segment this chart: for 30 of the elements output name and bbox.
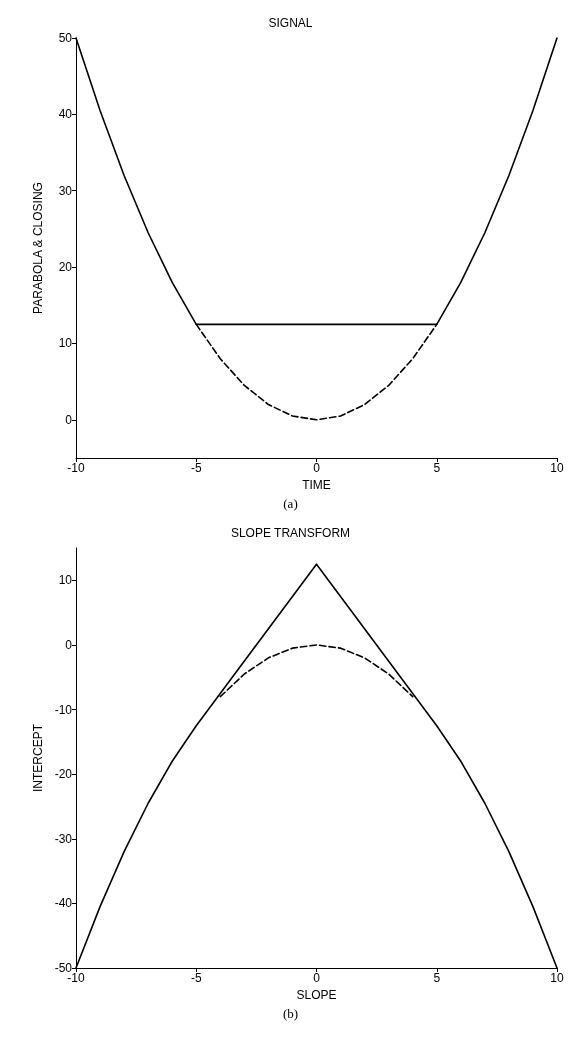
y-axis-title: INTERCEPT [30,723,45,793]
x-tick-label: 10 [550,461,564,475]
y-tick-label: -30 [54,831,73,846]
text: (b) [282,1006,299,1021]
y-tick-label: 0 [65,637,73,652]
y-axis-title: PARABOLA & CLOSING [31,182,45,314]
y-tick-label: -50 [54,961,73,975]
line-series [219,644,414,698]
y-tick-label: 20 [58,260,73,275]
y-tick-label: 10 [58,573,73,588]
y-tick-label: 30 [58,183,73,198]
x-tick-label: -5 [190,971,202,985]
x-tick-label: -5 [190,461,202,475]
x-tick-label: 0 [313,461,321,475]
y-tick-label: 50 [58,31,73,45]
y-tick-label: -20 [54,767,73,782]
x-tick-label: 10 [550,971,564,985]
x-tick-label: 5 [433,461,441,475]
text: (a) [283,496,298,511]
y-tick-label: 0 [65,412,73,427]
y-tick-label: 10 [58,336,73,351]
x-axis-title: SLOPE [296,987,337,1002]
chart-title: SLOPE TRANSFORM [230,526,351,540]
y-tick-label: 40 [58,107,73,122]
x-tick-label: 5 [433,971,441,985]
y-tick-label: -40 [54,896,73,911]
x-tick-label: 0 [313,971,321,985]
x-axis-title: TIME [302,477,331,492]
chart-title: SIGNAL [268,16,313,30]
y-tick-label: -10 [54,702,73,717]
